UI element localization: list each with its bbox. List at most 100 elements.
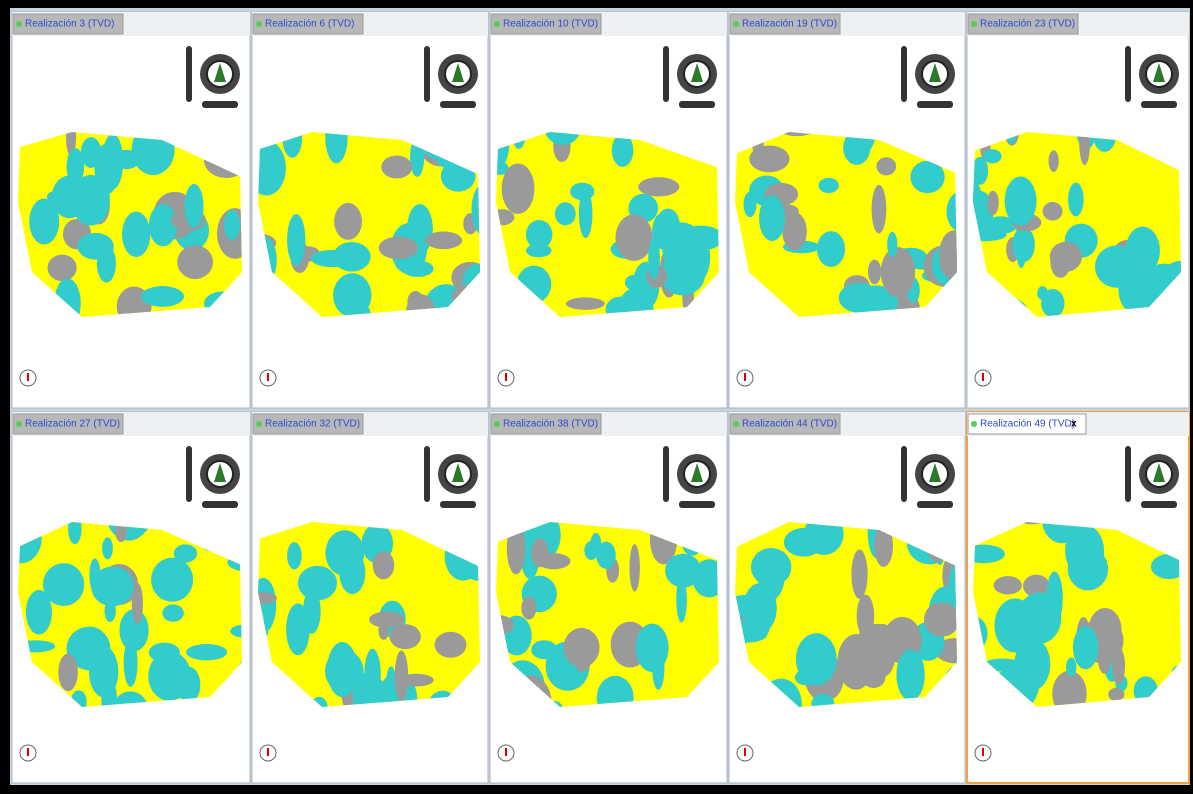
facies-blob: [334, 203, 362, 240]
facies-blob: [185, 184, 204, 228]
tab-icon: [256, 21, 262, 27]
tab-icon: [16, 21, 22, 27]
facies-blob: [1073, 626, 1098, 669]
tab-title[interactable]: Realización 32 (TVD): [265, 419, 360, 430]
facies-blob: [648, 237, 660, 280]
panel: Realización 27 (TVD): [1, 412, 269, 783]
facies-blob: [186, 644, 227, 660]
tab-icon: [971, 421, 977, 427]
facies-blob: [1043, 202, 1063, 221]
panel: Realización 10 (TVD): [488, 12, 727, 408]
nav-foot: [1141, 501, 1177, 508]
facies-blob: [141, 286, 184, 307]
tab-title[interactable]: Realización 10 (TVD): [503, 19, 598, 30]
tab-icon: [971, 21, 977, 27]
nav-bar: [901, 446, 907, 502]
facies-blob: [596, 542, 615, 569]
facies-blob: [149, 204, 177, 246]
facies-blob: [675, 247, 705, 269]
nav-foot: [202, 101, 238, 108]
facies-blob: [881, 247, 916, 297]
facies-blob: [521, 596, 536, 619]
facies-blob: [759, 195, 785, 241]
facies-blob: [1049, 150, 1059, 172]
facies-blob: [1037, 286, 1048, 300]
panel: Realización 49 (TVD)x: [962, 412, 1193, 783]
facies-blob: [286, 603, 310, 655]
facies-blob: [994, 576, 1022, 594]
facies-blob: [531, 640, 557, 659]
facies-blob: [132, 583, 143, 624]
facies-blob: [162, 604, 183, 621]
facies-blob: [876, 157, 896, 175]
facies-blob: [1005, 176, 1037, 225]
tab-icon: [256, 421, 262, 427]
facies-blob: [502, 163, 535, 213]
nav-bar: [186, 46, 192, 102]
facies-blob: [287, 542, 302, 569]
nav-bar: [424, 46, 430, 102]
facies-blob: [564, 628, 600, 667]
facies-blob: [435, 632, 467, 658]
facies-blob: [566, 297, 605, 310]
facies-blob: [89, 646, 118, 697]
facies-blob: [531, 538, 548, 567]
facies-blob: [987, 191, 999, 215]
facies-blob: [1012, 227, 1035, 262]
nav-bar: [1125, 46, 1131, 102]
facies-blob: [579, 189, 593, 238]
facies-blob: [818, 178, 838, 193]
tab-title[interactable]: Realización 3 (TVD): [25, 19, 114, 30]
facies-blob: [48, 255, 77, 281]
tab-title[interactable]: Realización 19 (TVD): [742, 19, 837, 30]
tab-close[interactable]: x: [1071, 419, 1077, 430]
facies-blob: [679, 226, 724, 251]
nav-bar: [186, 446, 192, 502]
panel: Realización 23 (TVD): [955, 12, 1193, 408]
facies-blob: [114, 150, 140, 169]
facies-blob: [67, 148, 85, 185]
panel: Realización 32 (TVD): [234, 412, 499, 783]
facies-blob: [868, 260, 881, 285]
facies-blob: [896, 649, 924, 700]
facies-blob: [837, 634, 874, 689]
tab-title[interactable]: Realización 49 (TVD): [980, 419, 1075, 430]
facies-blob: [851, 550, 867, 599]
nav-bar: [663, 46, 669, 102]
facies-blob: [402, 261, 434, 277]
facies-blob: [325, 650, 364, 692]
facies-blob: [1068, 182, 1084, 216]
facies-blob: [102, 537, 113, 559]
nav-foot: [917, 501, 953, 508]
tab-icon: [733, 21, 739, 27]
facies-blob: [665, 554, 701, 588]
facies-blob: [122, 212, 150, 257]
facies-blob: [1050, 242, 1082, 272]
facies-blob: [333, 273, 371, 317]
tab-title[interactable]: Realización 23 (TVD): [980, 19, 1075, 30]
nav-bar: [424, 446, 430, 502]
facies-blob: [526, 220, 553, 249]
tab-title[interactable]: Realización 6 (TVD): [265, 19, 354, 30]
facies-blob: [1017, 592, 1061, 643]
facies-blob: [325, 530, 364, 576]
facies-blob: [887, 232, 897, 257]
facies-blob: [395, 650, 408, 701]
facies-blob: [47, 188, 89, 205]
facies-blob: [311, 250, 353, 267]
facies-blob: [615, 214, 652, 261]
facies-blob: [124, 639, 138, 687]
tab-title[interactable]: Realización 38 (TVD): [503, 419, 598, 430]
tab-title[interactable]: Realización 27 (TVD): [25, 419, 120, 430]
facies-blob: [379, 237, 418, 260]
facies-blob: [817, 231, 845, 267]
tab-icon: [494, 21, 500, 27]
facies-blob: [782, 212, 807, 250]
nav-foot: [679, 101, 715, 108]
facies-blob: [287, 214, 305, 266]
facies-blob: [89, 558, 100, 592]
facies-blob: [555, 202, 576, 225]
tab-title[interactable]: Realización 44 (TVD): [742, 419, 837, 430]
facies-blob: [389, 624, 420, 649]
facies-blob: [43, 563, 84, 606]
